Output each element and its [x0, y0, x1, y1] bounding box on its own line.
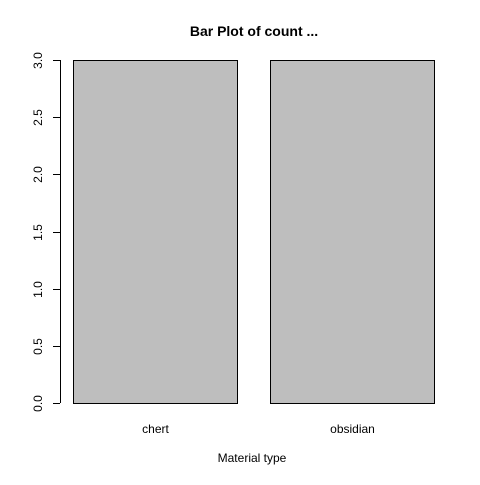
bar-obsidian: [270, 60, 435, 404]
x-tick-label-obsidian: obsidian: [330, 422, 375, 436]
chart-title: Bar Plot of count ...: [190, 23, 318, 39]
y-tick-label: 1.0: [31, 281, 45, 298]
bars-group: [73, 60, 435, 404]
y-tick-label: 0.0: [31, 395, 45, 412]
y-tick-label: 3.0: [31, 52, 45, 69]
x-axis-label: Material type: [218, 451, 287, 465]
y-tick-label: 1.5: [31, 224, 45, 241]
y-tick-label: 2.0: [31, 166, 45, 183]
x-tick-label-chert: chert: [142, 422, 169, 436]
y-axis: 0.0 0.5 1.0 1.5 2.0 2.5 3.0: [31, 52, 61, 412]
bar-chert: [73, 60, 238, 404]
y-tick-label: 0.5: [31, 338, 45, 355]
y-tick-label: 2.5: [31, 109, 45, 126]
x-axis: chert obsidian: [142, 422, 375, 436]
